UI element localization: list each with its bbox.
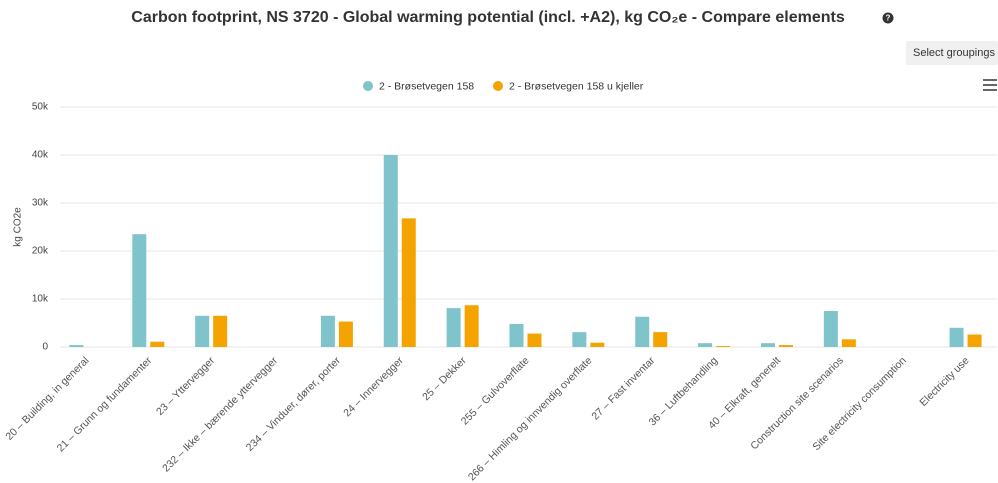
bar [383, 155, 398, 347]
bar [698, 343, 713, 347]
y-tick-label: 40k [32, 150, 49, 161]
bar [823, 311, 838, 347]
help-icon-mark: ? [886, 14, 891, 23]
x-tick-label: Electricity use [917, 354, 971, 408]
x-tick-label: 36 – Luftbehandling [646, 354, 720, 428]
x-tick-label: 27 – Fast inventar [589, 354, 657, 422]
bar [949, 327, 964, 347]
help-icon[interactable] [882, 12, 894, 24]
legend-swatch [363, 81, 373, 91]
bar [590, 342, 605, 347]
select-groupings-label: Select groupings [913, 47, 995, 59]
bar [338, 321, 353, 347]
legend-label: 2 - Brøsetvegen 158 u kjeller [509, 80, 644, 92]
chart-title: Carbon footprint, NS 3720 - Global warmi… [131, 9, 845, 26]
bar [69, 345, 84, 347]
legend-swatch [493, 81, 503, 91]
select-groupings-button[interactable] [906, 41, 998, 65]
bar [572, 332, 587, 347]
bar [401, 218, 416, 347]
x-tick-label: 266 – Himling og innvendig overflate [466, 354, 595, 483]
bar [464, 305, 479, 347]
bar [527, 333, 542, 347]
bar [320, 315, 335, 347]
x-tick-label: 232 – Ikke – bærende yttervegger [160, 354, 280, 474]
bar [509, 323, 524, 347]
legend-label: 2 - Brøsetvegen 158 [379, 80, 474, 92]
y-tick-label: 30k [32, 198, 49, 209]
y-axis-label: kg CO2e [13, 207, 24, 247]
bar [760, 343, 775, 347]
menu-bar [983, 84, 997, 86]
bar [635, 316, 650, 347]
bar [213, 315, 228, 347]
bar [446, 308, 461, 347]
bar [150, 341, 165, 347]
y-tick-label: 50k [32, 102, 49, 113]
menu-bar [983, 89, 997, 91]
bar [716, 346, 731, 347]
bar [653, 332, 668, 347]
y-tick-label: 0 [42, 342, 48, 353]
x-tick-label: 25 – Dekker [420, 354, 469, 403]
bar [841, 339, 856, 347]
bar [778, 345, 793, 347]
bar [132, 234, 147, 347]
menu-bar [983, 79, 997, 81]
bar [967, 334, 982, 347]
x-tick-label: 255 – Gulvoverflate [459, 354, 532, 427]
menu-icon[interactable] [983, 79, 997, 91]
bar [195, 315, 210, 347]
x-tick-label: 23 – Yttervegger [154, 354, 218, 418]
x-tick-label: 24 – Innervegger [341, 354, 406, 419]
y-tick-label: 20k [32, 246, 49, 257]
y-tick-label: 10k [32, 294, 49, 305]
